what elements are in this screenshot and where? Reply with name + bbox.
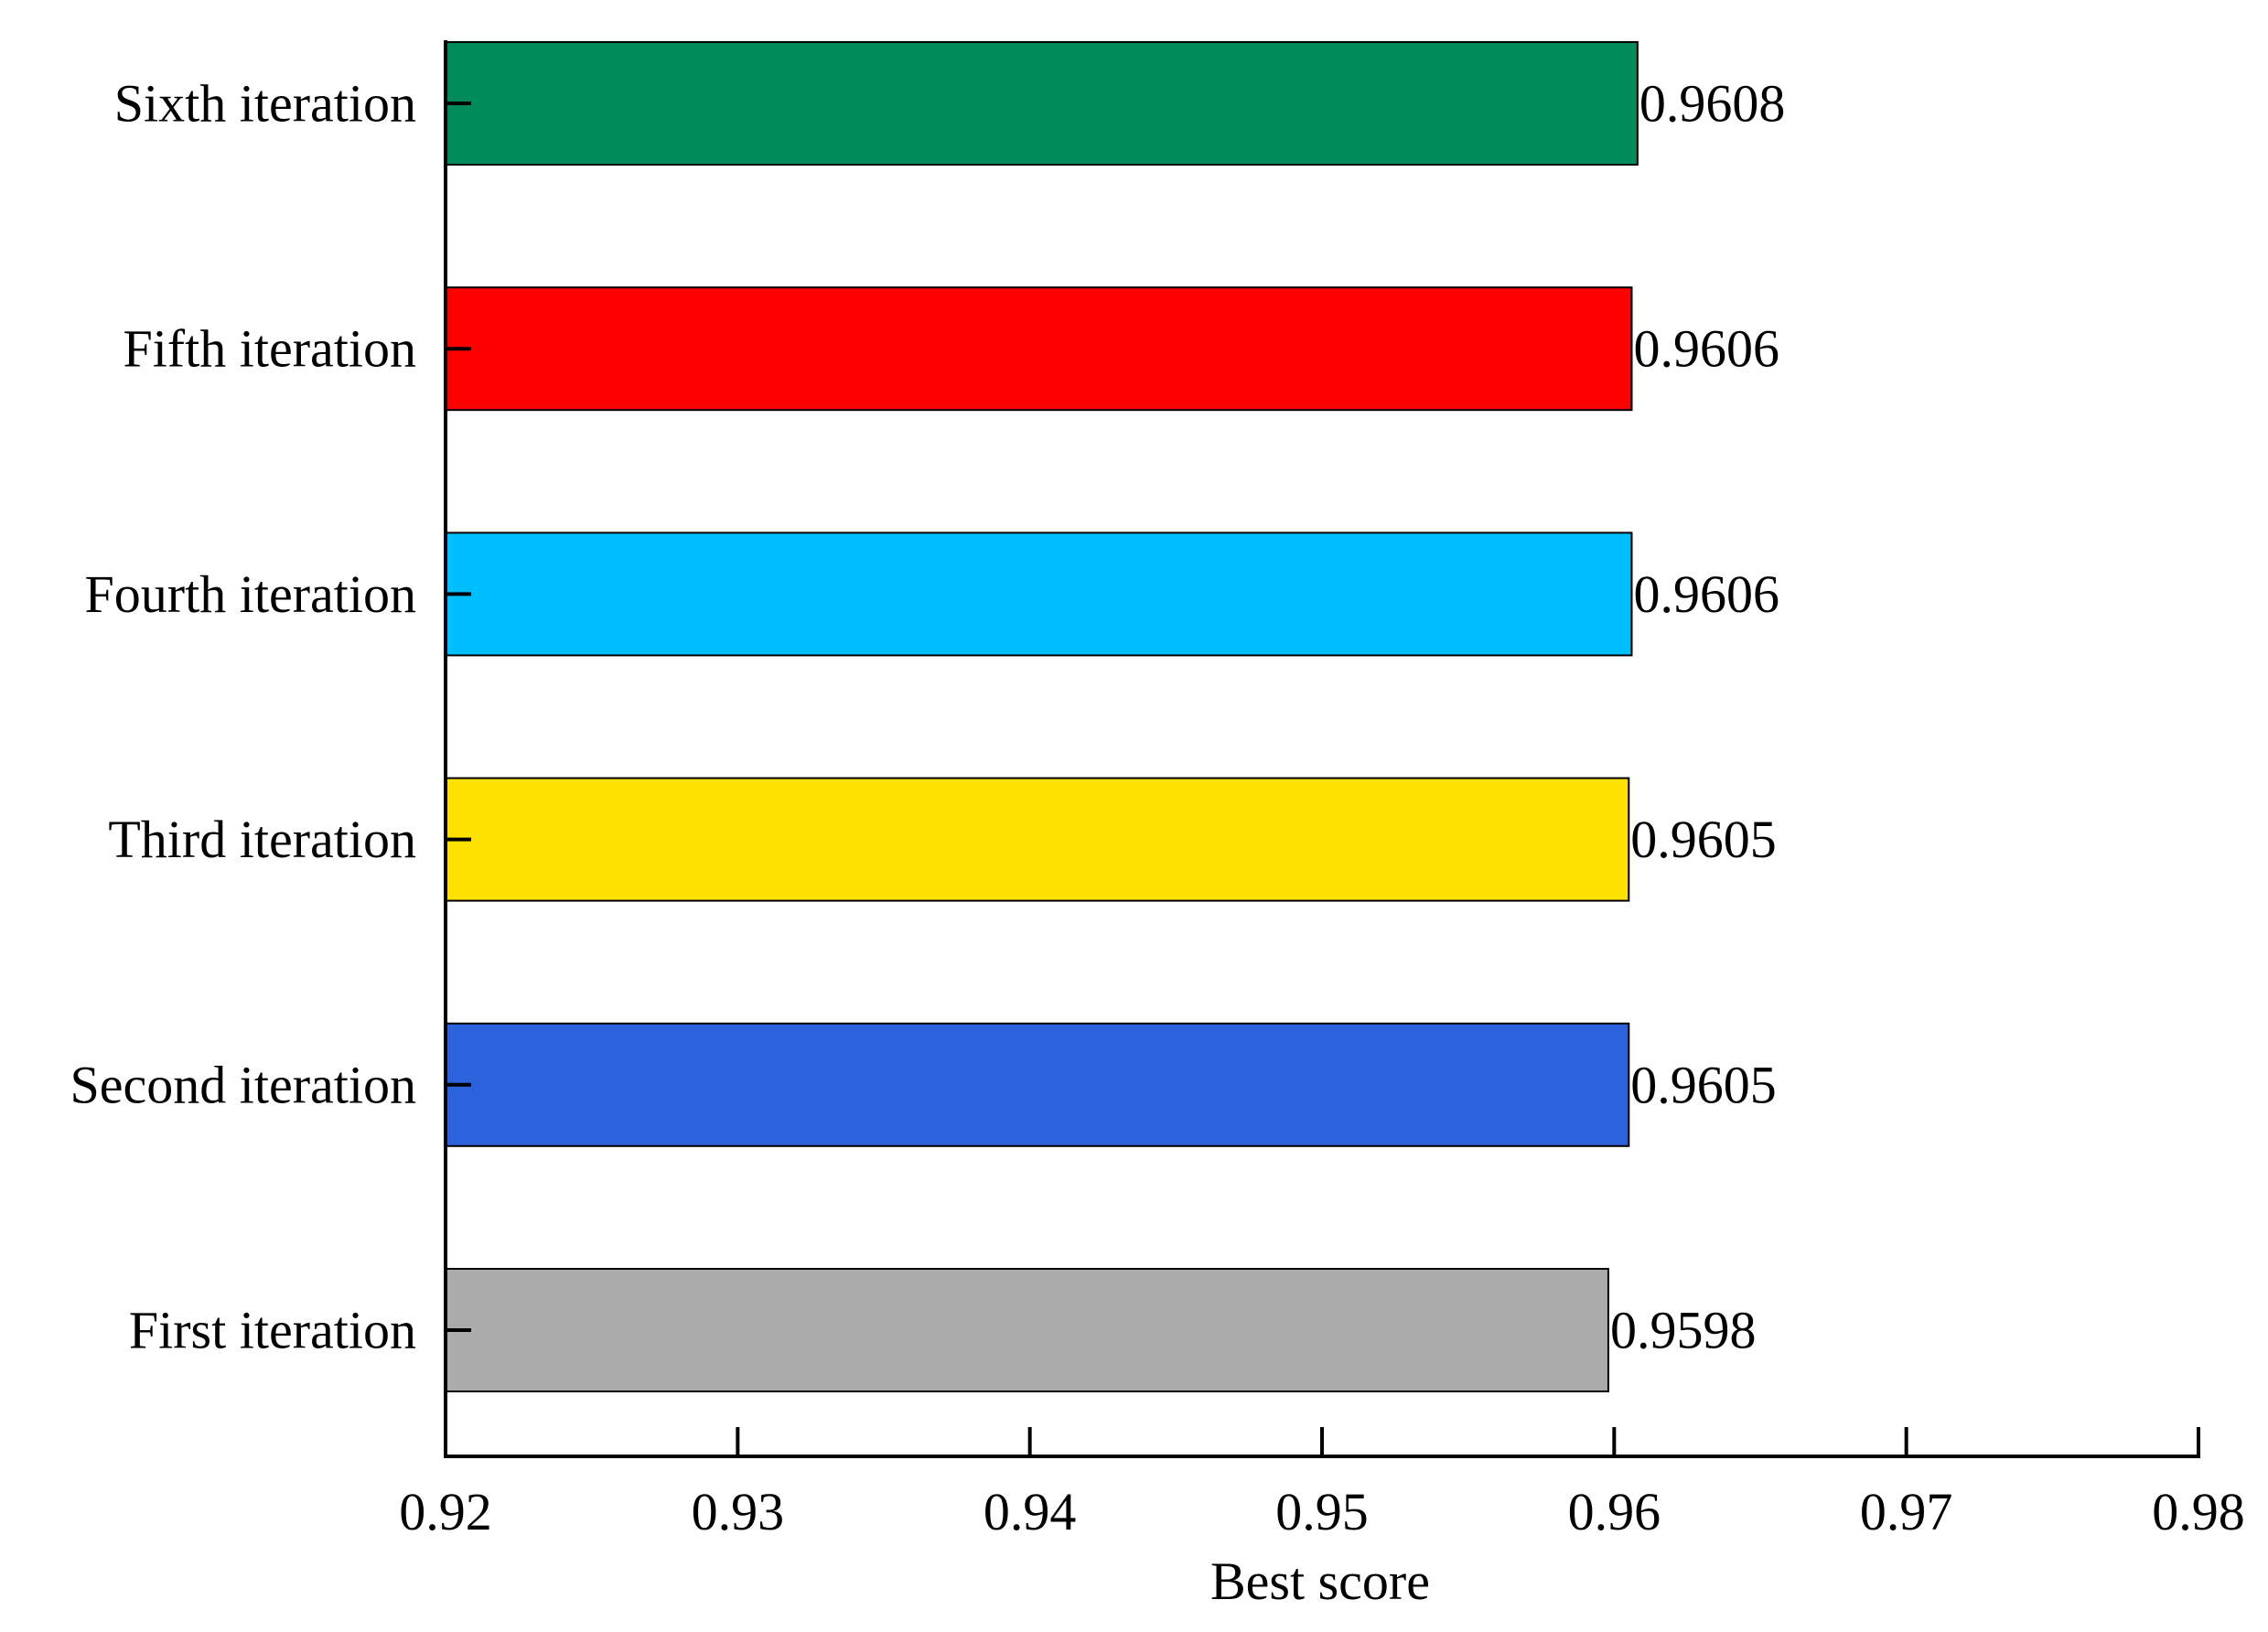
x-tick-label: 0.98	[2152, 1482, 2245, 1541]
x-tick-label: 0.93	[692, 1482, 785, 1541]
value-label: 0.9606	[1633, 564, 1779, 624]
x-tick-label: 0.94	[984, 1482, 1077, 1541]
category-label: Fourth iteration	[85, 564, 416, 624]
bar-fourth-iteration	[445, 531, 1633, 657]
labels-layer: First iteration 0.9598 Second iteration 0.9…	[70, 74, 2244, 1542]
bar-sixth-iteration	[445, 41, 1639, 166]
bar-third-iteration	[445, 777, 1630, 902]
bar-second-iteration	[445, 1022, 1630, 1147]
value-label: 0.9608	[1639, 74, 1786, 134]
category-label: Third iteration	[108, 810, 416, 869]
category-label: First iteration	[129, 1301, 416, 1360]
bars-layer	[445, 41, 1639, 1392]
x-tick-label: 0.92	[399, 1482, 492, 1541]
ticks-layer	[444, 102, 2200, 1456]
category-label: Sixth iteration	[114, 74, 416, 134]
value-label: 0.9605	[1630, 1055, 1777, 1114]
bar-first-iteration	[445, 1268, 1609, 1392]
value-label: 0.9605	[1630, 810, 1777, 869]
x-tick-label: 0.96	[1568, 1482, 1661, 1541]
bar-fifth-iteration	[445, 286, 1633, 412]
x-axis-label: Best score	[1210, 1551, 1430, 1611]
axes-layer	[444, 40, 2200, 1458]
value-label: 0.9606	[1633, 319, 1779, 379]
x-tick-label: 0.95	[1275, 1482, 1369, 1541]
x-tick-label: 0.97	[1860, 1482, 1953, 1541]
category-label: Second iteration	[70, 1055, 416, 1114]
category-label: Fifth iteration	[123, 319, 416, 379]
value-label: 0.9598	[1610, 1301, 1757, 1360]
